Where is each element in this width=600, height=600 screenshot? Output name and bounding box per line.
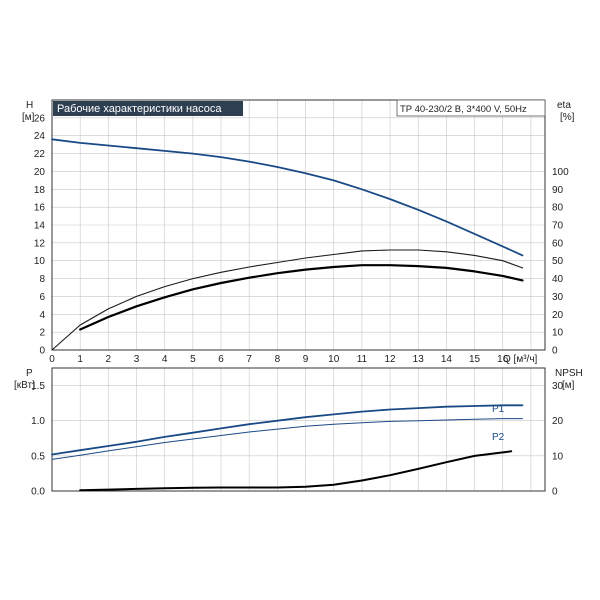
x-tick-label: 3 — [134, 354, 140, 365]
y-tick-label-head: 6 — [39, 292, 45, 303]
y-tick-label-eta: 70 — [552, 221, 564, 232]
y-tick-label-eta: 20 — [552, 310, 564, 321]
x-tick-label: 14 — [441, 354, 453, 365]
y-label-power: P — [26, 368, 33, 379]
model-box — [396, 99, 546, 117]
y-tick-label-head: 2 — [39, 328, 45, 339]
y-tick-label-npsh: 10 — [552, 451, 564, 462]
curve-bot-series-1 — [51, 418, 523, 460]
head-efficiency-panel: 0 1 2 3 4 5 6 7 8 9 10 11 12 13 14 15 16 024681012141618… — [22, 99, 575, 365]
y-tick-label-head: 10 — [34, 256, 46, 267]
top-x-ticks: 0 1 2 3 4 5 6 7 8 9 10 11 12 13 14 15 16 — [49, 354, 509, 365]
bottom-series-group — [51, 404, 524, 492]
y-tick-label-eta: 100 — [552, 167, 569, 178]
y-tick-label-power: 0.0 — [31, 487, 45, 498]
y-tick-label-npsh: 30 — [552, 381, 564, 392]
x-tick-label: 0 — [49, 354, 55, 365]
x-tick-label: 12 — [384, 354, 396, 365]
y-tick-label-npsh: 0 — [552, 487, 558, 498]
y-tick-label-head: 22 — [34, 149, 46, 160]
x-tick-label: 1 — [77, 354, 83, 365]
y-tick-label-head: 12 — [34, 238, 46, 249]
top-y-ticks-right: 0 10 20 30 40 50 60 70 80 90 100 — [552, 167, 569, 357]
y-tick-label-eta: 60 — [552, 238, 564, 249]
y-tick-label-head: 16 — [34, 203, 46, 214]
bottom-y-ticks-left: 0.0 0.5 1.0 1.5 — [31, 381, 45, 497]
y-label-eta: eta — [557, 100, 571, 111]
bottom-y-ticks-right: 0 10 20 30 — [552, 381, 564, 497]
x-tick-label: 11 — [357, 354, 368, 365]
y-tick-label-power: 1.0 — [31, 416, 45, 427]
bottom-plot-frame — [51, 367, 546, 492]
y-tick-label-eta: 10 — [552, 328, 564, 339]
title-box — [53, 101, 243, 116]
curve-top-series-0 — [51, 138, 524, 257]
x-tick-label: 5 — [190, 354, 196, 365]
y-tick-label-eta: 80 — [552, 203, 564, 214]
x-tick-label: 6 — [218, 354, 224, 365]
curve-bot-series-2 — [79, 450, 513, 492]
y-tick-label-head: 18 — [34, 185, 46, 196]
y-unit-head: [м] — [22, 112, 35, 123]
y-tick-label-head: 4 — [39, 310, 45, 321]
y-tick-label-power: 1.5 — [31, 381, 45, 392]
y-tick-label-eta: 0 — [552, 346, 558, 357]
y-unit-power: [кВт] — [14, 380, 35, 391]
x-tick-label: 15 — [469, 354, 481, 365]
y-tick-label-eta: 40 — [552, 274, 564, 285]
x-tick-label: 7 — [246, 354, 252, 365]
curve-bot-series-0 — [51, 404, 524, 456]
series-label-p2: P2 — [492, 432, 505, 443]
y-unit-eta: [%] — [560, 112, 575, 123]
x-tick-label: 9 — [303, 354, 309, 365]
y-label-head: H — [26, 100, 33, 111]
x-tick-label: 4 — [162, 354, 168, 365]
top-plot-frame — [51, 99, 546, 351]
power-npsh-panel: 0.0 0.5 1.0 1.5 0 10 20 30 P [кВт] NPSH [м] P1… — [14, 367, 583, 498]
y-tick-label-head: 0 — [39, 346, 45, 357]
x-tick-label: 10 — [328, 354, 340, 365]
y-tick-label-eta: 30 — [552, 292, 564, 303]
top-grid — [51, 100, 545, 351]
y-tick-label-head: 26 — [34, 113, 46, 124]
bottom-grid — [51, 368, 545, 492]
x-tick-label: 8 — [275, 354, 281, 365]
y-tick-label-head: 8 — [39, 274, 45, 285]
y-tick-label-eta: 90 — [552, 185, 564, 196]
curve-top-series-2 — [79, 264, 524, 331]
y-unit-npsh: [м] — [562, 380, 575, 391]
chart-title: Рабочие характеристики насоса — [57, 103, 222, 115]
curve-top-series-1 — [51, 249, 524, 351]
y-tick-label-head: 20 — [34, 167, 46, 178]
x-tick-label: 13 — [413, 354, 425, 365]
x-tick-label: 2 — [106, 354, 112, 365]
y-tick-label-eta: 50 — [552, 256, 564, 267]
y-tick-label-power: 0.5 — [31, 451, 45, 462]
y-tick-label-head: 14 — [34, 221, 46, 232]
x-tick-label: 16 — [497, 354, 509, 365]
y-tick-label-head: 24 — [34, 131, 46, 142]
y-tick-label-npsh: 20 — [552, 416, 564, 427]
x-axis-label: Q [м³/ч] — [503, 354, 538, 365]
model-label: TP 40-230/2 B, 3*400 V, 50Hz — [400, 104, 527, 115]
top-series-group — [51, 138, 524, 351]
series-label-p1: P1 — [492, 404, 505, 415]
y-label-npsh: NPSH — [555, 368, 583, 379]
